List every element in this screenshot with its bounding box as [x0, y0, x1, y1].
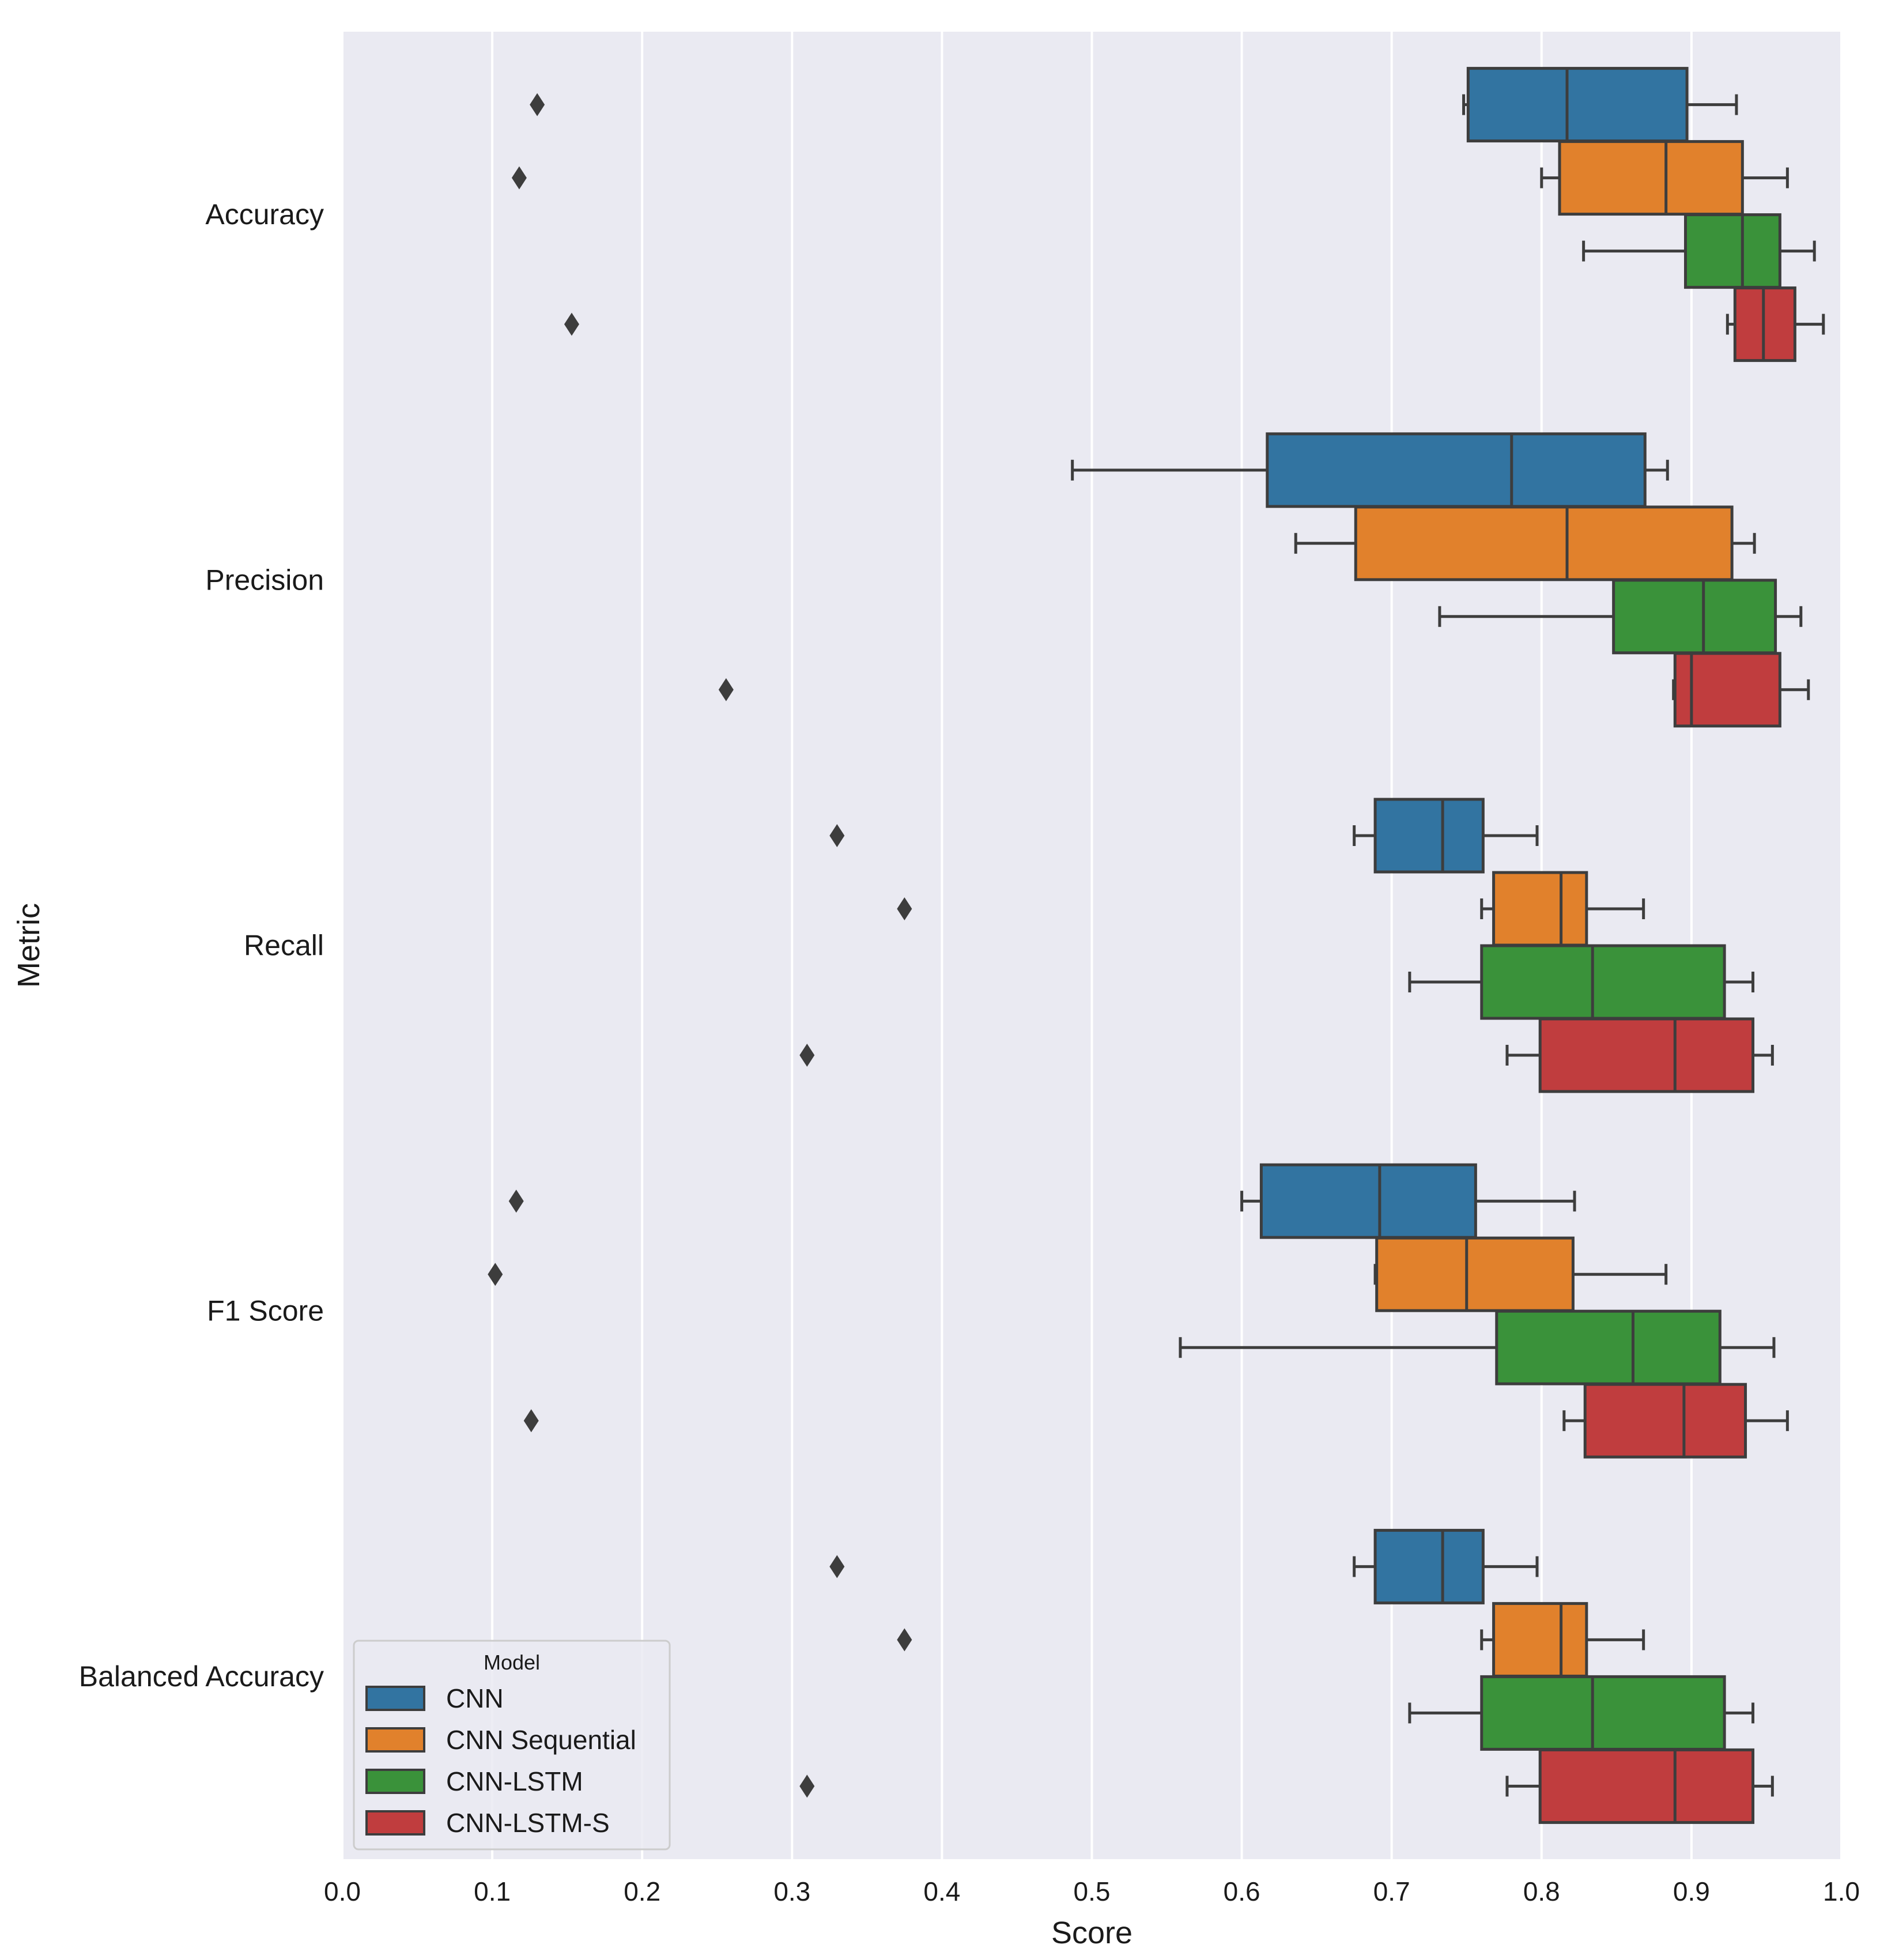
y-axis-label: Metric [12, 903, 46, 988]
category-label-balanced-accuracy: Balanced Accuracy [79, 1660, 324, 1693]
legend-label-cnn: CNN [446, 1683, 504, 1713]
iqr-box [1373, 798, 1485, 874]
iqr-box [1480, 944, 1726, 1020]
iqr-box [1375, 1236, 1575, 1312]
legend: Model CNN CNN Sequential CNN-LSTM CNN-LSTM-… [353, 1640, 671, 1851]
x-tick-0-2: 0.2 [624, 1876, 660, 1906]
legend-swatch-cnn [365, 1686, 425, 1711]
x-tick-0-3: 0.3 [773, 1876, 810, 1906]
box-cnn-lstm-balanced-accuracy [1408, 1675, 1755, 1751]
x-tick-1-0: 1.0 [1823, 1876, 1860, 1906]
x-tick-0-6: 0.6 [1224, 1876, 1260, 1906]
iqr-box [1492, 871, 1588, 947]
box-cnn-sequential-precision [1294, 505, 1756, 581]
x-tick-0-1: 0.1 [474, 1876, 511, 1906]
y-category-labels: Accuracy Precision Recall F1 Score Balanced … [79, 198, 324, 1693]
box-cnn-lstm-s-accuracy [564, 286, 1825, 362]
box-cnn-lstm-s-f1-score [523, 1383, 1789, 1459]
box-cnn-sequential-recall [897, 871, 1645, 947]
x-tick-0-0: 0.0 [324, 1876, 361, 1906]
outlier-marker [829, 1555, 845, 1578]
iqr-box [1480, 1675, 1726, 1751]
iqr-box [1495, 1309, 1722, 1385]
category-label-recall: Recall [244, 930, 324, 962]
box-cnn-recall [829, 798, 1539, 874]
legend-swatch-cnn-sequential [365, 1727, 425, 1753]
legend-item-cnn: CNN [365, 1683, 504, 1713]
iqr-box [1373, 1528, 1485, 1604]
outlier-marker [897, 1628, 912, 1652]
outlier-marker [799, 1044, 815, 1067]
box-cnn-lstm-precision [1438, 579, 1803, 655]
box-cnn-lstm-s-recall [799, 1017, 1774, 1093]
box-cnn-sequential-balanced-accuracy [897, 1602, 1645, 1678]
box-cnn-precision [1071, 432, 1669, 508]
iqr-box [1683, 213, 1781, 289]
iqr-box [1612, 579, 1777, 655]
legend-item-cnn-lstm: CNN-LSTM [365, 1766, 583, 1796]
legend-item-cnn-sequential: CNN Sequential [365, 1725, 636, 1755]
legend-swatch-cnn-lstm [365, 1769, 425, 1794]
box-cnn-lstm-f1-score [1179, 1309, 1776, 1385]
x-tick-0-7: 0.7 [1373, 1876, 1410, 1906]
box-cnn-accuracy [530, 67, 1738, 143]
outlier-marker [829, 824, 845, 847]
x-tick-labels: 0.0 0.1 0.2 0.3 0.4 0.5 0.6 0.7 0.8 0.9 1.0 [324, 1876, 1860, 1906]
box-cnn-sequential-f1-score [488, 1236, 1668, 1312]
box-cnn-lstm-recall [1408, 944, 1755, 1020]
outlier-marker [511, 166, 527, 190]
outlier-marker [508, 1189, 524, 1213]
outlier-marker [523, 1409, 539, 1433]
legend-label-cnn-lstm-s: CNN-LSTM-S [446, 1808, 610, 1838]
x-tick-0-9: 0.9 [1673, 1876, 1710, 1906]
box-cnn-lstm-s-precision [718, 652, 1810, 728]
box-cnn-lstm-s-balanced-accuracy [799, 1748, 1774, 1824]
legend-item-cnn-lstm-s: CNN-LSTM-S [365, 1808, 610, 1838]
iqr-box [1266, 432, 1647, 508]
iqr-box [1492, 1602, 1588, 1678]
category-label-f1-score: F1 Score [207, 1295, 324, 1327]
category-label-accuracy: Accuracy [205, 198, 324, 231]
iqr-box [1538, 1017, 1755, 1093]
iqr-box [1354, 505, 1734, 581]
legend-items: CNN CNN Sequential CNN-LSTM CNN-LSTM-S [365, 1683, 636, 1838]
iqr-box [1583, 1383, 1747, 1459]
x-axis-label: Score [1051, 1916, 1132, 1950]
outlier-marker [488, 1263, 503, 1286]
box-cnn-balanced-accuracy [829, 1528, 1539, 1604]
box-cnn-sequential-accuracy [511, 140, 1789, 216]
legend-title: Model [484, 1651, 540, 1674]
outlier-marker [718, 678, 734, 701]
outlier-marker [564, 312, 579, 336]
box-cnn-lstm-accuracy [1582, 213, 1816, 289]
boxes [488, 67, 1825, 1824]
x-tick-0-8: 0.8 [1523, 1876, 1560, 1906]
iqr-box [1466, 67, 1689, 143]
iqr-box [1538, 1748, 1755, 1824]
box-cnn-f1-score [508, 1163, 1576, 1239]
legend-frame [353, 1640, 671, 1851]
legend-label-cnn-sequential: CNN Sequential [446, 1725, 636, 1755]
x-tick-0-4: 0.4 [923, 1876, 960, 1906]
category-label-precision: Precision [205, 564, 324, 596]
outlier-marker [799, 1774, 815, 1798]
iqr-box [1733, 286, 1796, 362]
outlier-marker [530, 93, 545, 116]
iqr-box [1558, 140, 1744, 216]
legend-swatch-cnn-lstm-s [365, 1810, 425, 1836]
legend-label-cnn-lstm: CNN-LSTM [446, 1766, 583, 1796]
iqr-box [1259, 1163, 1477, 1239]
outlier-marker [897, 897, 912, 920]
x-tick-0-5: 0.5 [1074, 1876, 1111, 1906]
